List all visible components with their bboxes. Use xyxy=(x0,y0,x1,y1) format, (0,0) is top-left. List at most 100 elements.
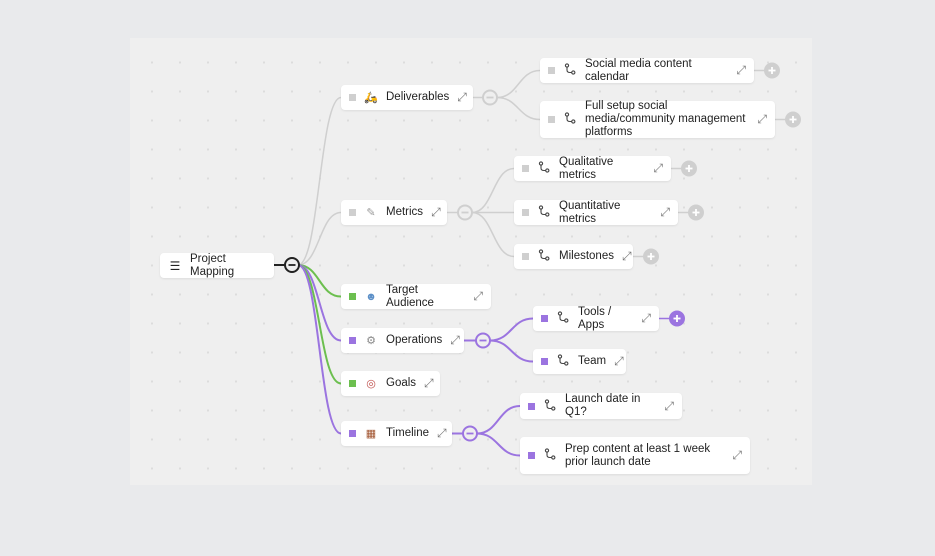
branch-node-timeline[interactable]: ▦ Timeline ⤢ xyxy=(341,421,452,446)
node-label: Project Mapping xyxy=(190,252,235,278)
expand-icon[interactable]: ⤢ xyxy=(660,205,670,219)
expand-icon[interactable]: ⤢ xyxy=(641,311,651,325)
connector-line xyxy=(297,96,342,266)
node-color-marker xyxy=(349,380,356,387)
route-icon xyxy=(556,311,570,326)
node-color-marker xyxy=(349,430,356,437)
node-color-marker xyxy=(349,337,356,344)
node-label: Operations xyxy=(386,334,443,346)
node-color-marker xyxy=(349,293,356,300)
node-label: Launch date in Q1? xyxy=(565,393,641,418)
route-icon xyxy=(543,398,557,414)
add-child-button[interactable] xyxy=(688,204,704,221)
node-color-marker xyxy=(548,116,555,123)
expand-icon[interactable]: ⤢ xyxy=(664,398,674,413)
connector-line xyxy=(489,317,534,342)
child-node[interactable]: Team ⤢ xyxy=(533,349,626,374)
child-node[interactable]: Milestones ⤢ xyxy=(514,244,633,269)
add-child-button[interactable] xyxy=(785,111,801,128)
expand-icon[interactable]: ⤢ xyxy=(431,205,441,219)
branch-node-goals[interactable]: ◎ Goals ⤢ xyxy=(341,371,440,396)
node-color-marker xyxy=(541,358,548,365)
add-child-button[interactable] xyxy=(669,310,685,327)
node-label: Goals xyxy=(386,377,417,389)
expand-icon[interactable]: ⤢ xyxy=(473,289,483,303)
node-label: Quantitative metrics xyxy=(559,199,621,225)
add-child-button[interactable] xyxy=(643,248,659,265)
node-label: Qualitative metrics xyxy=(559,155,614,181)
node-color-marker xyxy=(548,67,555,74)
node-label: Full setup social media/community manage… xyxy=(585,100,746,138)
connector-line xyxy=(471,211,515,258)
connector-line xyxy=(297,211,342,266)
child-node[interactable]: Full setup social media/community manage… xyxy=(540,100,775,138)
node-label: Target Audience xyxy=(386,283,434,309)
child-node[interactable]: Quantitative metrics ⤢ xyxy=(514,200,678,225)
people-icon: ☻ xyxy=(365,290,377,303)
expand-icon[interactable]: ⤢ xyxy=(621,249,632,263)
connector-line xyxy=(476,405,521,435)
connector-line xyxy=(297,264,342,385)
route-icon xyxy=(563,112,577,127)
node-label: Prep content at least 1 week prior launc… xyxy=(565,442,711,468)
collapse-button[interactable] xyxy=(284,257,300,273)
root-node-project-mapping[interactable]: ☰ Project Mapping xyxy=(160,253,274,278)
ruler-icon: ✎ xyxy=(366,207,376,219)
node-color-marker xyxy=(541,315,548,322)
expand-icon[interactable]: ⤢ xyxy=(437,426,447,440)
node-label: Deliverables xyxy=(386,91,450,103)
node-color-marker xyxy=(522,165,529,172)
gear-icon: ⚙ xyxy=(366,335,376,347)
connector-line xyxy=(476,432,521,457)
add-child-button[interactable] xyxy=(764,62,780,79)
branch-node-operations[interactable]: ⚙ Operations ⤢ xyxy=(341,328,464,353)
collapse-button[interactable] xyxy=(482,89,498,106)
connector-line xyxy=(297,264,342,435)
node-label: Metrics xyxy=(386,206,424,218)
node-label: Team xyxy=(578,355,607,367)
node-color-marker xyxy=(349,94,356,101)
child-node[interactable]: Qualitative metrics ⤢ xyxy=(514,156,671,181)
calendar-icon: ▦ xyxy=(365,428,377,440)
collapse-button[interactable] xyxy=(475,332,491,349)
expand-icon[interactable]: ⤢ xyxy=(614,354,624,368)
target-icon: ◎ xyxy=(366,378,376,390)
route-icon xyxy=(537,249,551,264)
collapse-button[interactable] xyxy=(462,425,478,442)
connector-line xyxy=(496,69,541,99)
node-color-marker xyxy=(528,402,535,410)
branch-node-deliverables[interactable]: 🛵 Deliverables ⤢ xyxy=(341,85,473,110)
node-label: Social media content calendar xyxy=(585,57,692,83)
child-node[interactable]: Tools / Apps ⤢ xyxy=(533,306,659,331)
node-label: Timeline xyxy=(386,427,430,439)
expand-icon[interactable]: ⤢ xyxy=(424,376,434,390)
connector-line xyxy=(471,167,515,214)
node-label: Milestones xyxy=(559,250,614,262)
branch-node-target-audience[interactable]: ☻ Target Audience ⤢ xyxy=(341,284,491,309)
route-icon xyxy=(537,161,551,176)
expand-icon[interactable]: ⤢ xyxy=(653,161,663,175)
child-node[interactable]: Launch date in Q1? ⤢ xyxy=(520,393,682,419)
add-child-button[interactable] xyxy=(681,160,697,177)
route-icon xyxy=(537,205,551,220)
expand-icon[interactable]: ⤢ xyxy=(457,90,467,104)
expand-icon[interactable]: ⤢ xyxy=(736,63,746,77)
collapse-button[interactable] xyxy=(457,204,473,221)
list-icon: ☰ xyxy=(169,258,181,273)
node-color-marker xyxy=(528,452,535,459)
node-label: Tools / Apps xyxy=(578,305,612,331)
route-icon xyxy=(563,63,577,78)
node-color-marker xyxy=(522,253,529,260)
route-icon xyxy=(556,354,570,369)
child-node[interactable]: Prep content at least 1 week prior launc… xyxy=(520,437,750,474)
node-color-marker xyxy=(349,209,356,216)
branch-node-metrics[interactable]: ✎ Metrics ⤢ xyxy=(341,200,447,225)
child-node[interactable]: Social media content calendar ⤢ xyxy=(540,58,754,83)
scooter-icon: 🛵 xyxy=(364,92,378,104)
route-icon xyxy=(543,448,557,463)
expand-icon[interactable]: ⤢ xyxy=(732,448,742,462)
node-color-marker xyxy=(522,209,529,216)
connector-line xyxy=(489,339,534,363)
expand-icon[interactable]: ⤢ xyxy=(450,333,460,347)
expand-icon[interactable]: ⤢ xyxy=(757,112,767,126)
